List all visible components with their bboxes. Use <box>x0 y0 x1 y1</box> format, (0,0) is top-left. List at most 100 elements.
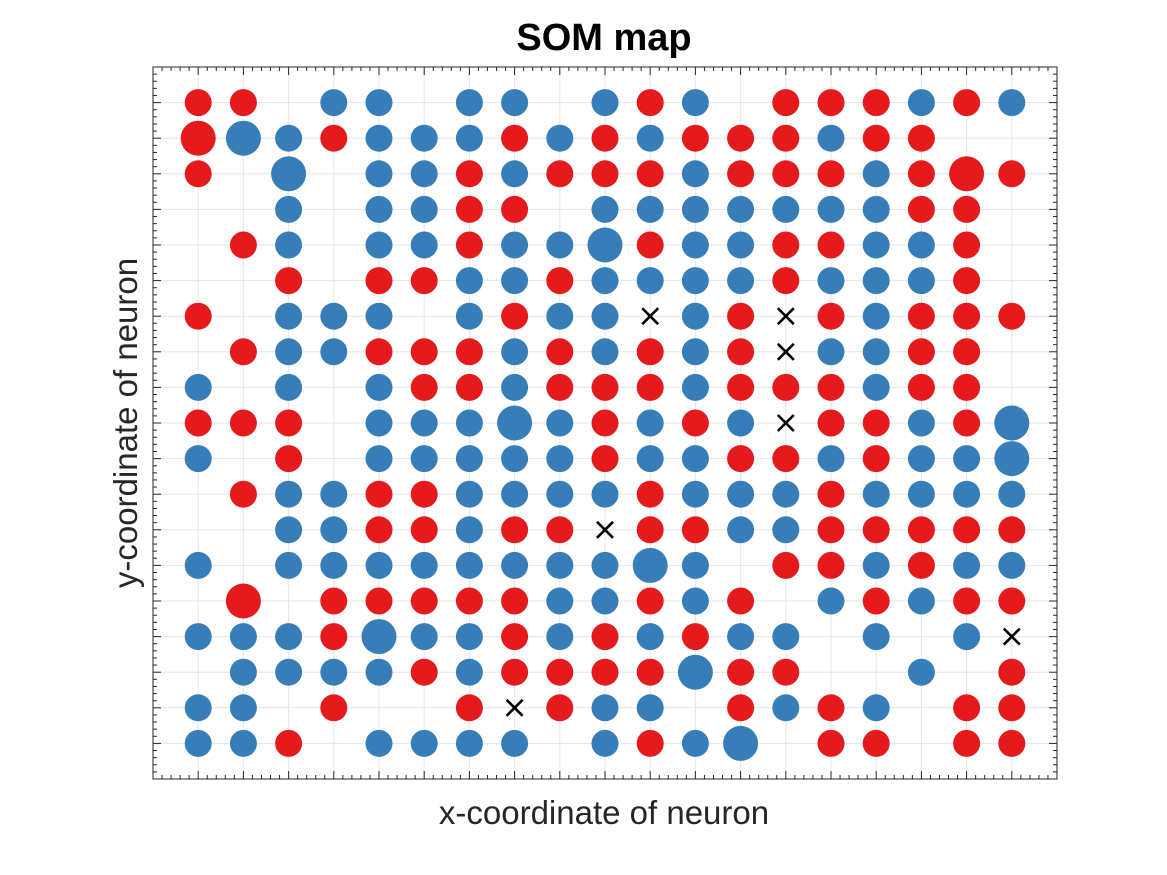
neuron-marker-red <box>365 267 393 295</box>
neuron-marker-blue <box>953 623 981 651</box>
neuron-marker-red <box>455 587 483 615</box>
neuron-marker-blue <box>501 267 529 295</box>
neuron-marker-red <box>817 160 845 188</box>
neuron-marker-blue <box>681 551 709 579</box>
neuron-marker-blue <box>320 480 348 508</box>
neuron-marker-blue <box>681 89 709 117</box>
empty-neuron-marker <box>505 698 524 717</box>
neuron-marker-blue <box>365 124 393 152</box>
neuron-marker-blue <box>410 445 438 473</box>
neuron-marker-blue <box>862 623 890 651</box>
neuron-marker-blue <box>994 405 1030 441</box>
neuron-marker-blue <box>953 480 981 508</box>
neuron-marker-red <box>501 516 529 544</box>
neuron-marker-blue <box>546 302 574 330</box>
neuron-marker-blue <box>184 551 212 579</box>
neuron-marker-red <box>184 302 212 330</box>
neuron-marker-red <box>410 516 438 544</box>
neuron-marker-red <box>184 89 212 117</box>
neuron-marker-blue <box>591 338 619 366</box>
neuron-marker-red <box>953 231 981 259</box>
neuron-marker-blue <box>365 409 393 437</box>
empty-neuron-marker <box>1002 627 1021 646</box>
neuron-marker-blue <box>455 124 483 152</box>
neuron-marker-blue <box>772 195 800 223</box>
neuron-marker-red <box>275 267 303 295</box>
neuron-marker-red <box>953 516 981 544</box>
neuron-marker-red <box>953 302 981 330</box>
neuron-marker-red <box>591 124 619 152</box>
neuron-marker-red <box>636 516 664 544</box>
neuron-marker-blue <box>591 694 619 722</box>
neuron-marker-blue <box>862 302 890 330</box>
neuron-marker-blue <box>727 195 755 223</box>
neuron-marker-blue <box>591 89 619 117</box>
neuron-marker-blue <box>365 160 393 188</box>
plot-area <box>152 66 1058 780</box>
neuron-marker-blue <box>636 409 664 437</box>
neuron-marker-blue <box>636 124 664 152</box>
neuron-marker-red <box>907 302 935 330</box>
neuron-marker-red <box>772 267 800 295</box>
neuron-marker-blue <box>229 729 257 757</box>
neuron-marker-blue <box>546 587 574 615</box>
neuron-marker-red <box>591 658 619 686</box>
neuron-marker-blue <box>320 302 348 330</box>
neuron-marker-red <box>455 160 483 188</box>
neuron-marker-red <box>862 124 890 152</box>
neuron-marker-blue <box>907 267 935 295</box>
neuron-marker-blue <box>184 445 212 473</box>
neuron-marker-blue <box>410 623 438 651</box>
neuron-marker-red <box>229 89 257 117</box>
neuron-marker-red <box>862 89 890 117</box>
neuron-marker-blue <box>271 156 307 192</box>
neuron-marker-blue <box>455 409 483 437</box>
neuron-marker-blue <box>681 445 709 473</box>
neuron-marker-blue <box>275 551 303 579</box>
neuron-marker-red <box>727 587 755 615</box>
chart-title: SOM map <box>516 17 691 59</box>
neuron-marker-blue <box>501 445 529 473</box>
neuron-marker-red <box>410 480 438 508</box>
neuron-marker-blue <box>410 409 438 437</box>
neuron-marker-red <box>817 694 845 722</box>
neuron-marker-red <box>817 480 845 508</box>
neuron-marker-red <box>184 160 212 188</box>
neuron-marker-red <box>772 551 800 579</box>
neuron-marker-red <box>953 338 981 366</box>
neuron-marker-red <box>862 516 890 544</box>
neuron-marker-red <box>320 623 348 651</box>
neuron-marker-blue <box>275 124 303 152</box>
neuron-marker-blue <box>817 587 845 615</box>
neuron-marker-blue <box>862 694 890 722</box>
neuron-marker-red <box>907 160 935 188</box>
neuron-marker-blue <box>907 587 935 615</box>
neuron-marker-blue <box>275 516 303 544</box>
axis-ticks <box>152 66 1058 780</box>
neuron-marker-red <box>365 480 393 508</box>
neuron-marker-blue <box>275 623 303 651</box>
neuron-marker-blue <box>862 373 890 401</box>
neuron-marker-red <box>591 373 619 401</box>
neuron-marker-red <box>817 551 845 579</box>
neuron-marker-blue <box>365 89 393 117</box>
neuron-marker-red <box>998 160 1026 188</box>
neuron-marker-red <box>546 160 574 188</box>
neuron-marker-red <box>998 516 1026 544</box>
neuron-marker-blue <box>636 267 664 295</box>
neuron-marker-blue <box>817 445 845 473</box>
neuron-marker-blue <box>365 729 393 757</box>
neuron-marker-blue <box>817 124 845 152</box>
neuron-marker-blue <box>907 658 935 686</box>
neuron-marker-red <box>817 231 845 259</box>
neuron-marker-blue <box>907 445 935 473</box>
neuron-marker-blue <box>727 516 755 544</box>
neuron-marker-blue <box>184 729 212 757</box>
neuron-marker-blue <box>546 409 574 437</box>
neuron-marker-blue <box>681 160 709 188</box>
neuron-marker-blue <box>772 694 800 722</box>
neuron-marker-blue <box>681 373 709 401</box>
neuron-marker-blue <box>501 89 529 117</box>
neuron-marker-blue <box>455 89 483 117</box>
neuron-marker-blue <box>772 480 800 508</box>
